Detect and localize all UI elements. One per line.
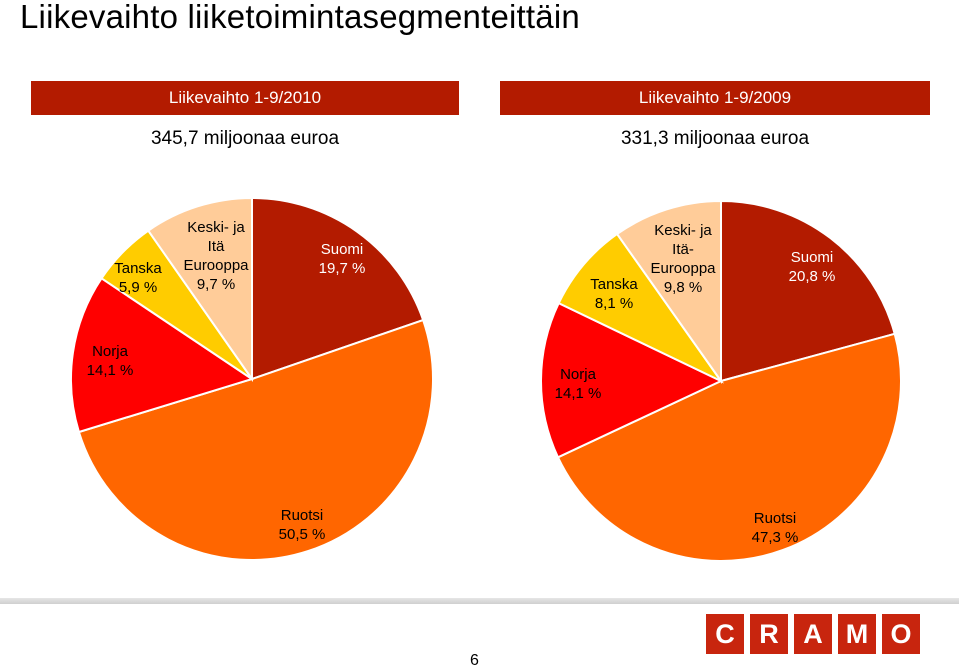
- footer-divider: [0, 598, 959, 604]
- pie-chart-2009: Suomi 20,8 % Ruotsi 47,3 % Norja 14,1 % Tanska…: [540, 199, 902, 562]
- logo-letter: C: [706, 614, 744, 654]
- slice-label-tanska: Tanska 5,9 %: [114, 260, 162, 296]
- logo-letter: O: [882, 614, 920, 654]
- slice-label-ruotsi: Ruotsi 47,3 %: [752, 510, 799, 546]
- pie-slice-norja: [70, 276, 255, 434]
- slice-label-keski-ja-ita-eurooppa: Keski- ja Itä-Eurooppa 9,8 %: [650, 222, 716, 296]
- logo-letter: A: [794, 614, 832, 654]
- pie-slice-tanska: [557, 232, 725, 384]
- slice-label-norja: Norja 14,1 %: [87, 343, 134, 379]
- page-number: 6: [470, 652, 479, 669]
- logo-letter: R: [750, 614, 788, 654]
- pie-slice-ruotsi: [556, 332, 902, 562]
- slice-label-norja: Norja 14,1 %: [555, 366, 602, 402]
- logo-letter: M: [838, 614, 876, 654]
- slice-label-ruotsi: Ruotsi 50,5 %: [279, 507, 326, 543]
- chart-banner-2010: Liikevaihto 1-9/2010: [31, 81, 459, 115]
- chart-subtitle-2009: 331,3 miljoonaa euroa: [620, 128, 810, 149]
- slice-label-tanska: Tanska 8,1 %: [590, 276, 638, 312]
- pie-slice-keski-ja-ita-eurooppa: [615, 199, 722, 385]
- chart-banner-2009: Liikevaihto 1-9/2009: [500, 81, 930, 115]
- pie-chart-2010: Suomi 19,7 % Ruotsi 50,5 % Norja 14,1 % Tanska…: [70, 196, 434, 561]
- slice-label-keski-ja-ita-eurooppa: Keski- ja Itä Eurooppa 9,7 %: [183, 219, 249, 293]
- pie-slice-norja: [540, 301, 724, 459]
- chart-subtitle-2010: 345,7 miljoonaa euroa: [150, 128, 340, 149]
- page-title: Liikevaihto liiketoimintasegmenteittäin: [20, 0, 580, 35]
- slice-label-suomi: Suomi 19,7 %: [319, 241, 366, 277]
- pie-slice-keski-ja-ita-eurooppa: [146, 196, 253, 383]
- pie-slice-suomi: [720, 199, 896, 383]
- pie-slice-ruotsi: [77, 318, 434, 561]
- slice-label-suomi: Suomi 20,8 %: [789, 249, 836, 285]
